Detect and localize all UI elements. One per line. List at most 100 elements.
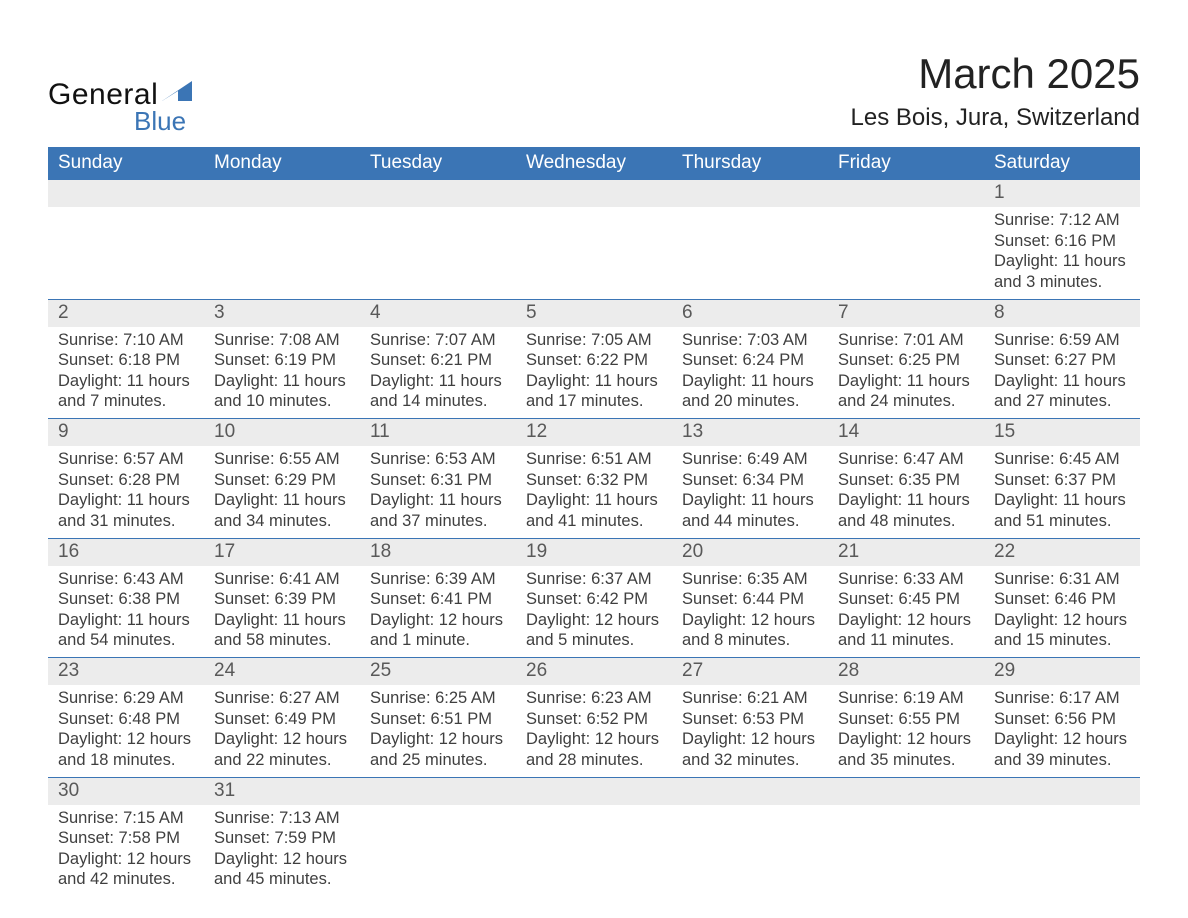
day-details: Sunrise: 6:57 AMSunset: 6:28 PMDaylight:… [48, 446, 204, 538]
day-number [672, 180, 828, 207]
day-details: Sunrise: 6:19 AMSunset: 6:55 PMDaylight:… [828, 685, 984, 777]
day-details: Sunrise: 6:35 AMSunset: 6:44 PMDaylight:… [672, 566, 828, 658]
calendar-cell [516, 180, 672, 299]
calendar-cell: 25Sunrise: 6:25 AMSunset: 6:51 PMDayligh… [360, 658, 516, 778]
calendar-cell: 30Sunrise: 7:15 AMSunset: 7:58 PMDayligh… [48, 777, 204, 896]
sunset-text: Sunset: 6:49 PM [214, 709, 350, 730]
daylight-text: Daylight: 11 hours and 31 minutes. [58, 490, 194, 531]
calendar-week: 1Sunrise: 7:12 AMSunset: 6:16 PMDaylight… [48, 180, 1140, 299]
daylight-text: Daylight: 11 hours and 51 minutes. [994, 490, 1130, 531]
day-number [828, 778, 984, 805]
calendar-cell: 21Sunrise: 6:33 AMSunset: 6:45 PMDayligh… [828, 538, 984, 658]
sunrise-text: Sunrise: 6:43 AM [58, 569, 194, 590]
calendar-cell: 18 Sunrise: 6:39 AMSunset: 6:41 PMDayligh… [360, 538, 516, 658]
col-header: Saturday [984, 147, 1140, 180]
daylight-text: Daylight: 11 hours and 20 minutes. [682, 371, 818, 412]
sunrise-text: Sunrise: 6:47 AM [838, 449, 974, 470]
day-details [48, 207, 204, 285]
daylight-text: Daylight: 12 hours and 1 minute. [370, 610, 506, 651]
logo: General Blue [48, 50, 192, 137]
day-details: Sunrise: 7:05 AMSunset: 6:22 PMDaylight:… [516, 327, 672, 419]
day-number: 11 [360, 419, 516, 446]
location: Les Bois, Jura, Switzerland [851, 104, 1140, 132]
day-number: 13 [672, 419, 828, 446]
sunset-text: Sunset: 6:18 PM [58, 350, 194, 371]
sunset-text: Sunset: 6:19 PM [214, 350, 350, 371]
sunrise-text: Sunrise: 7:05 AM [526, 330, 662, 351]
sunrise-text: Sunrise: 7:08 AM [214, 330, 350, 351]
col-header: Tuesday [360, 147, 516, 180]
sunrise-text: Sunrise: 6:41 AM [214, 569, 350, 590]
sunset-text: Sunset: 6:25 PM [838, 350, 974, 371]
sunrise-text: Sunrise: 6:27 AM [214, 688, 350, 709]
day-details: Sunrise: 6:49 AMSunset: 6:34 PMDaylight:… [672, 446, 828, 538]
day-details [984, 805, 1140, 883]
sunrise-text: Sunrise: 6:19 AM [838, 688, 974, 709]
sunrise-text: Sunrise: 7:03 AM [682, 330, 818, 351]
day-number: 18 [360, 539, 516, 566]
day-number [984, 778, 1140, 805]
sunset-text: Sunset: 7:59 PM [214, 828, 350, 849]
day-number: 25 [360, 658, 516, 685]
calendar-cell: 31Sunrise: 7:13 AMSunset: 7:59 PMDayligh… [204, 777, 360, 896]
day-number: 21 [828, 539, 984, 566]
sunset-text: Sunset: 6:24 PM [682, 350, 818, 371]
sunset-text: Sunset: 6:41 PM [370, 589, 506, 610]
calendar-cell [360, 777, 516, 896]
sunset-text: Sunset: 6:46 PM [994, 589, 1130, 610]
calendar-cell: 4Sunrise: 7:07 AMSunset: 6:21 PMDaylight… [360, 299, 516, 419]
header-row: General Blue March 2025 Les Bois, Jura, … [48, 50, 1140, 137]
daylight-text: Daylight: 11 hours and 3 minutes. [994, 251, 1130, 292]
sunset-text: Sunset: 6:31 PM [370, 470, 506, 491]
calendar-cell: 13Sunrise: 6:49 AMSunset: 6:34 PMDayligh… [672, 419, 828, 539]
calendar-cell: 6Sunrise: 7:03 AMSunset: 6:24 PMDaylight… [672, 299, 828, 419]
daylight-text: Daylight: 12 hours and 18 minutes. [58, 729, 194, 770]
day-number: 24 [204, 658, 360, 685]
sunrise-text: Sunrise: 6:49 AM [682, 449, 818, 470]
day-number [48, 180, 204, 207]
calendar-cell: 27Sunrise: 6:21 AMSunset: 6:53 PMDayligh… [672, 658, 828, 778]
day-details: Sunrise: 6:25 AMSunset: 6:51 PMDaylight:… [360, 685, 516, 777]
calendar-week: 16Sunrise: 6:43 AMSunset: 6:38 PMDayligh… [48, 538, 1140, 658]
sunrise-text: Sunrise: 6:59 AM [994, 330, 1130, 351]
calendar-cell [672, 777, 828, 896]
sunset-text: Sunset: 6:28 PM [58, 470, 194, 491]
daylight-text: Daylight: 11 hours and 17 minutes. [526, 371, 662, 412]
day-details: Sunrise: 6:53 AMSunset: 6:31 PMDaylight:… [360, 446, 516, 538]
day-number: 17 [204, 539, 360, 566]
day-number: 16 [48, 539, 204, 566]
calendar-cell: 22Sunrise: 6:31 AMSunset: 6:46 PMDayligh… [984, 538, 1140, 658]
calendar-week: 30Sunrise: 7:15 AMSunset: 7:58 PMDayligh… [48, 777, 1140, 896]
day-details [672, 207, 828, 285]
day-number [360, 180, 516, 207]
daylight-text: Daylight: 11 hours and 10 minutes. [214, 371, 350, 412]
col-header: Sunday [48, 147, 204, 180]
day-number: 14 [828, 419, 984, 446]
sunset-text: Sunset: 6:27 PM [994, 350, 1130, 371]
daylight-text: Daylight: 11 hours and 44 minutes. [682, 490, 818, 531]
sunrise-text: Sunrise: 6:35 AM [682, 569, 818, 590]
daylight-text: Daylight: 12 hours and 35 minutes. [838, 729, 974, 770]
day-number: 4 [360, 300, 516, 327]
sunrise-text: Sunrise: 7:07 AM [370, 330, 506, 351]
day-number: 9 [48, 419, 204, 446]
sunset-text: Sunset: 6:35 PM [838, 470, 974, 491]
daylight-text: Daylight: 12 hours and 25 minutes. [370, 729, 506, 770]
day-details [672, 805, 828, 883]
day-number: 19 [516, 539, 672, 566]
day-details: Sunrise: 7:03 AMSunset: 6:24 PMDaylight:… [672, 327, 828, 419]
day-details: Sunrise: 6:37 AMSunset: 6:42 PMDaylight:… [516, 566, 672, 658]
calendar-week: 23Sunrise: 6:29 AMSunset: 6:48 PMDayligh… [48, 658, 1140, 778]
day-details [828, 805, 984, 883]
col-header: Wednesday [516, 147, 672, 180]
day-details: Sunrise: 6:23 AMSunset: 6:52 PMDaylight:… [516, 685, 672, 777]
calendar-header: SundayMondayTuesdayWednesdayThursdayFrid… [48, 147, 1140, 180]
sunset-text: Sunset: 6:34 PM [682, 470, 818, 491]
daylight-text: Daylight: 11 hours and 24 minutes. [838, 371, 974, 412]
sunrise-text: Sunrise: 6:23 AM [526, 688, 662, 709]
calendar-cell: 12Sunrise: 6:51 AMSunset: 6:32 PMDayligh… [516, 419, 672, 539]
day-number: 12 [516, 419, 672, 446]
daylight-text: Daylight: 12 hours and 5 minutes. [526, 610, 662, 651]
sunrise-text: Sunrise: 6:39 AM [370, 569, 506, 590]
calendar-cell: 8Sunrise: 6:59 AMSunset: 6:27 PMDaylight… [984, 299, 1140, 419]
